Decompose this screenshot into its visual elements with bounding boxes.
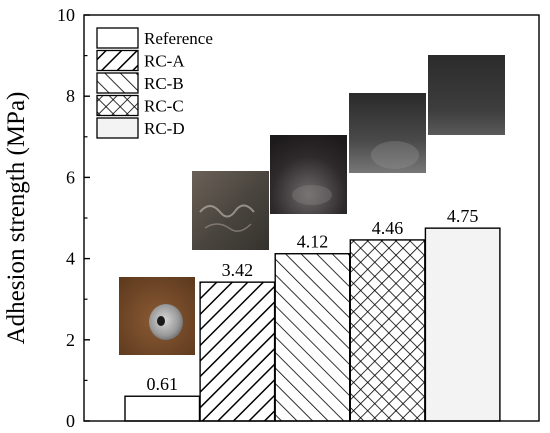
bar-value-label: 4.46 bbox=[372, 218, 404, 238]
y-tick-label: 6 bbox=[66, 167, 75, 187]
legend-label: RC-B bbox=[144, 74, 184, 93]
y-tick-label: 10 bbox=[57, 5, 75, 25]
legend-swatch bbox=[96, 27, 139, 49]
y-axis-ticks: 0 2 4 6 8 10 bbox=[57, 5, 90, 431]
bar-value-label: 4.12 bbox=[297, 232, 329, 252]
photo-rc-d bbox=[428, 55, 505, 135]
bar-value-label: 0.61 bbox=[147, 374, 179, 394]
legend-label: RC-C bbox=[144, 97, 184, 116]
photo-rc-c bbox=[349, 93, 426, 173]
photo-reference bbox=[119, 277, 195, 355]
bar-rc-a bbox=[199, 281, 276, 422]
y-tick-label: 0 bbox=[66, 411, 75, 431]
photo-rc-b bbox=[270, 135, 347, 214]
bar-value-labels: 0.61 3.42 4.12 4.46 4.75 bbox=[147, 206, 479, 394]
bar-value-label: 4.75 bbox=[447, 206, 479, 226]
sample-photos bbox=[119, 55, 505, 355]
bar-rc-b bbox=[274, 253, 351, 422]
bar-rc-c bbox=[349, 239, 426, 422]
y-tick-label: 4 bbox=[66, 249, 75, 269]
legend-swatch bbox=[96, 117, 139, 139]
legend: Reference RC-A RC-B RC-C RC-D bbox=[96, 27, 213, 139]
legend-swatch bbox=[96, 49, 139, 72]
legend-label: RC-A bbox=[144, 52, 185, 71]
legend-label: RC-D bbox=[144, 119, 185, 138]
y-tick-label: 8 bbox=[66, 86, 75, 106]
legend-swatch bbox=[96, 94, 139, 117]
bar-value-label: 3.42 bbox=[222, 260, 254, 280]
legend-label: Reference bbox=[144, 29, 213, 48]
y-axis-label: Adhesion strength (MPa) bbox=[3, 92, 30, 345]
bar-rc-d bbox=[424, 227, 501, 422]
photo-rc-a bbox=[192, 171, 269, 250]
y-tick-label: 2 bbox=[66, 330, 75, 350]
legend-swatch bbox=[96, 72, 139, 94]
bars bbox=[124, 227, 501, 422]
bar-reference bbox=[124, 395, 201, 422]
